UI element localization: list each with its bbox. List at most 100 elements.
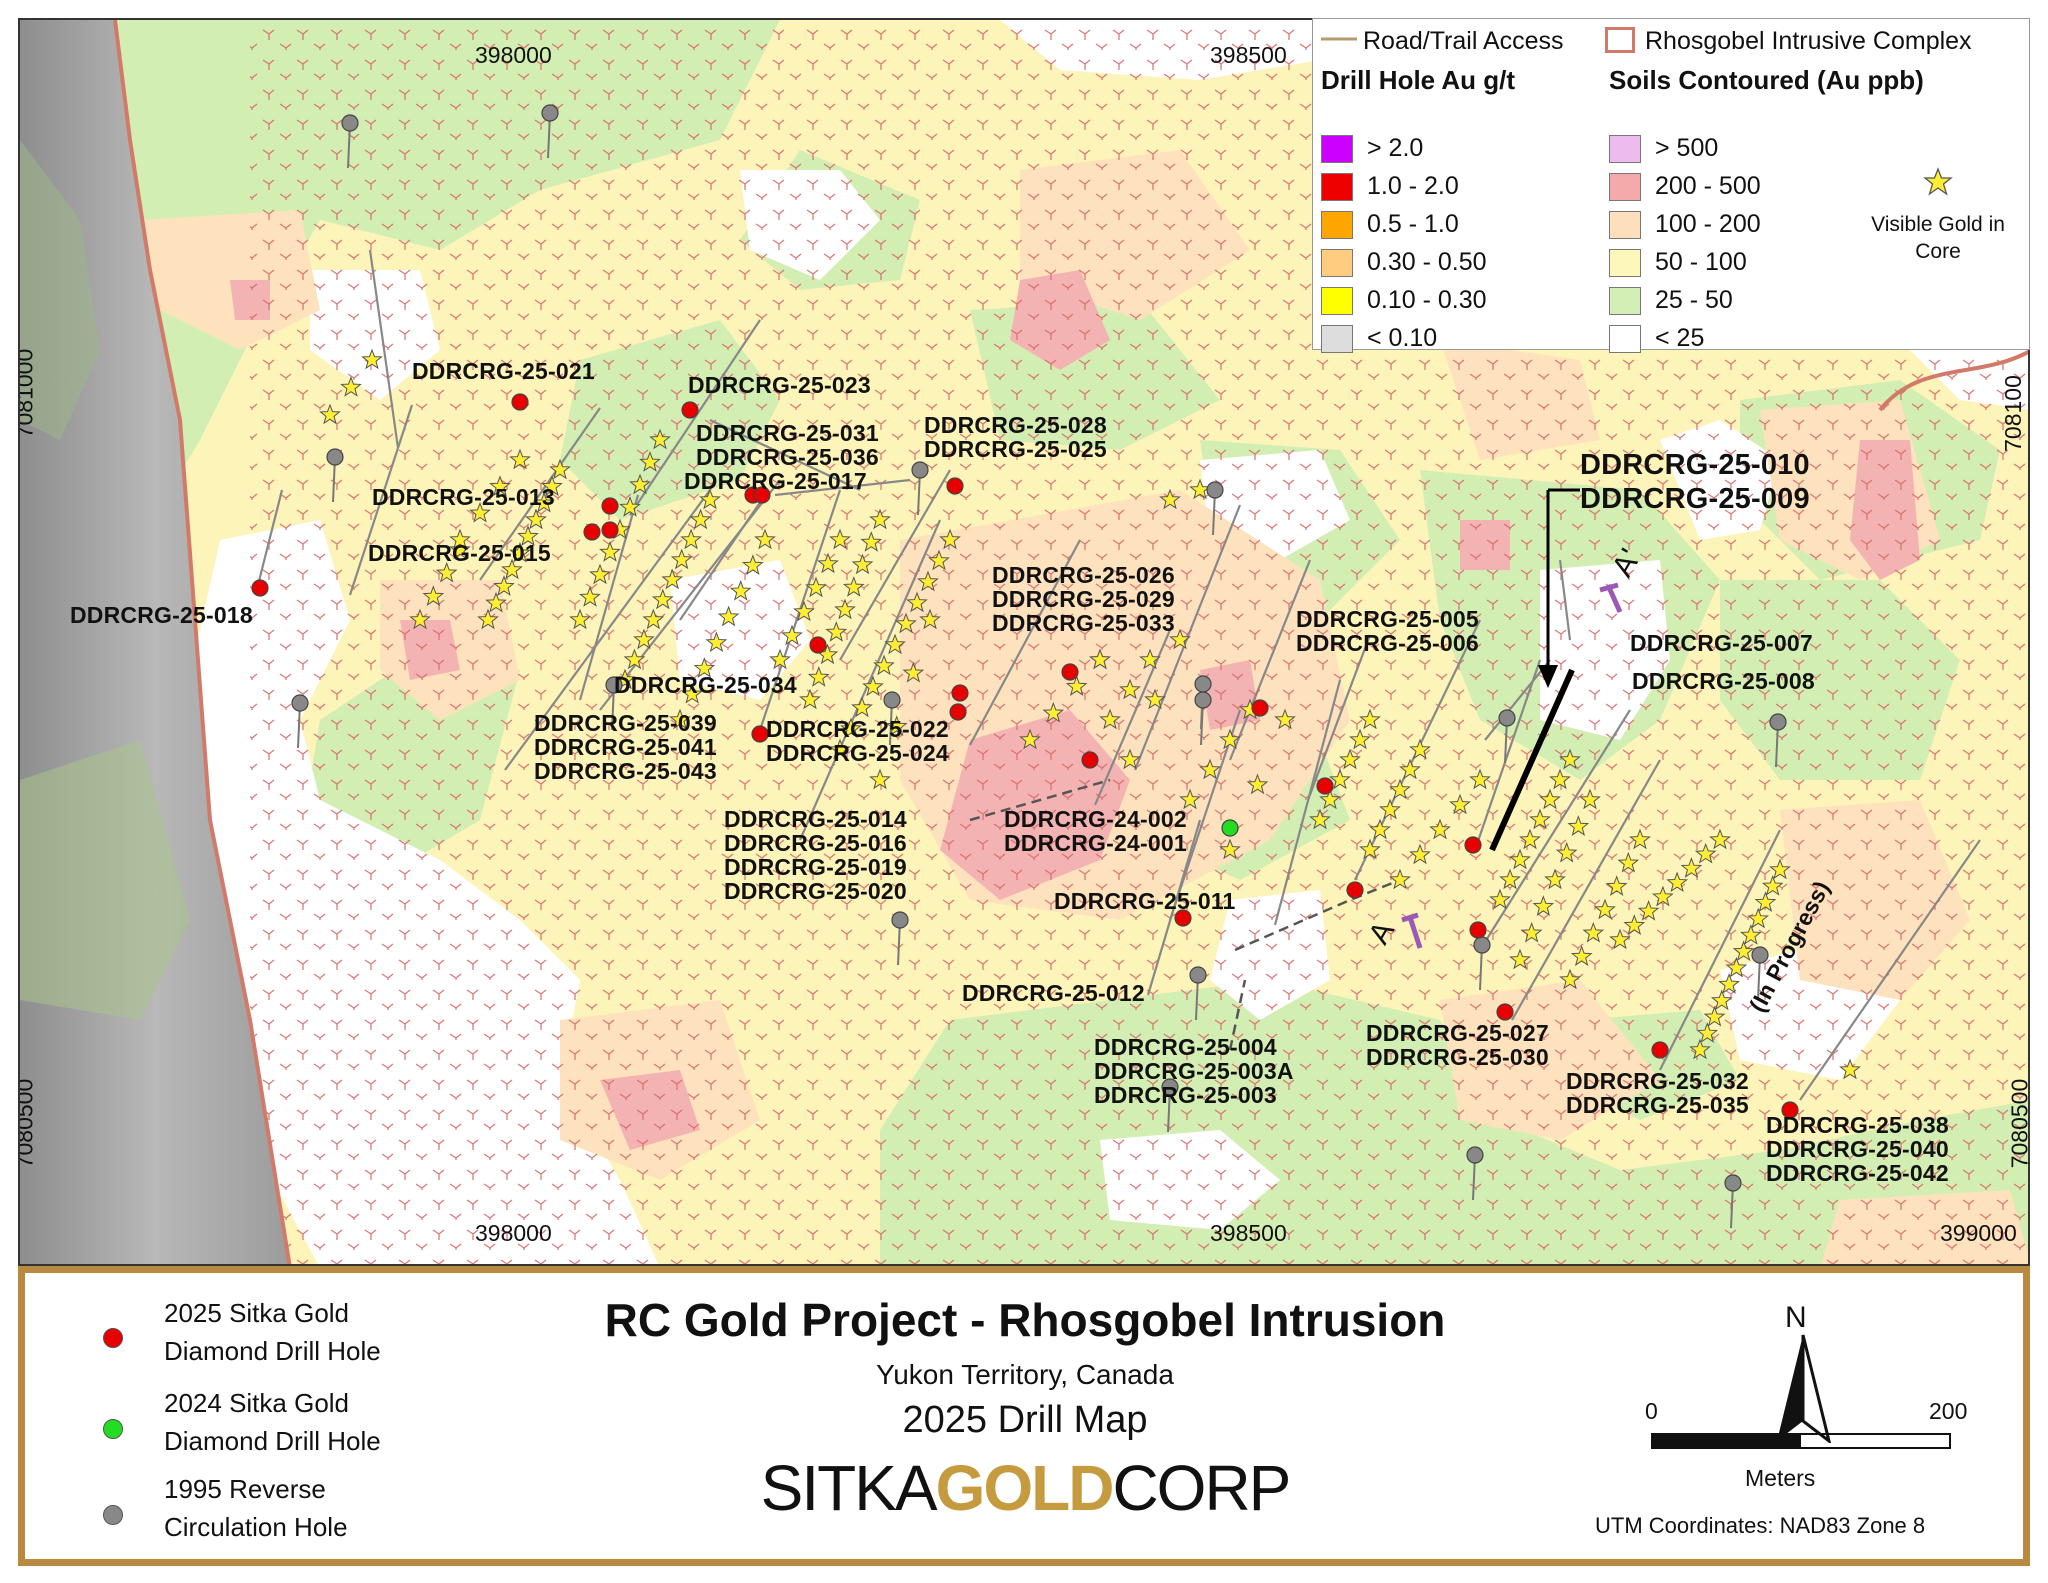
visible-gold-star: [619, 496, 641, 517]
visible-gold-star: [873, 654, 895, 676]
rc-1995-collar: [1194, 691, 1212, 709]
hole-label: DDRCRG-25-017: [684, 468, 867, 494]
rc-1995-collar: [1751, 946, 1769, 964]
soil-class-label: 50 - 100: [1655, 248, 1747, 276]
visible-gold-star: [1089, 648, 1111, 670]
drill-2025-collar: [1496, 1003, 1514, 1021]
coord-right-708100: 708100: [1999, 375, 2026, 452]
visible-gold-star: [1582, 921, 1605, 943]
hillshade-soil-tint-2: [20, 740, 190, 1020]
visible-gold-star: [1219, 728, 1241, 750]
coord-left-7080500: 7080500: [18, 1078, 38, 1169]
road-trail-access: [969, 778, 1401, 1051]
drill-2025-collar: [1174, 909, 1192, 927]
rc-1995-collar: [1161, 1078, 1179, 1096]
logo-gold: GOLD: [935, 1452, 1115, 1524]
visible-gold-star: [1509, 948, 1531, 970]
hole-label: DDRCRG-25-027: [1366, 1020, 1549, 1046]
visible-gold-star: [1559, 968, 1581, 990]
drill-class-swatch: [1321, 173, 1353, 201]
section-line-a-aprime: [1401, 582, 1623, 949]
visible-gold-star: [633, 628, 655, 650]
map-title: RC Gold Project - Rhosgobel Intrusion: [604, 1294, 1446, 1346]
visible-gold-star: [1529, 808, 1551, 830]
visible-gold-star: [422, 585, 445, 606]
drill-class-label: < 0.10: [1367, 324, 1438, 352]
hole-label: DDRCRG-25-010: [1580, 449, 1810, 481]
visible-gold-star: [939, 528, 961, 550]
drill-trace: [1659, 829, 1781, 1071]
legend-2025-line1: 2025 Sitka Gold: [164, 1298, 350, 1328]
hole-label: DDRCRG-25-042: [1766, 1160, 1949, 1186]
drill-class-swatch: [1321, 211, 1353, 239]
soil-class-label: > 500: [1655, 134, 1719, 162]
legend-2025-line2: Diamond Drill Hole: [164, 1336, 381, 1366]
drill-2025-collar: [1651, 1041, 1669, 1059]
visible-gold-star: [1559, 748, 1581, 770]
drill-2025-collar: [1464, 836, 1482, 854]
visible-gold-star: [669, 708, 691, 730]
drill-2025-collar: [809, 636, 827, 654]
visible-gold-star: [869, 768, 891, 790]
visible-gold-star: [649, 428, 671, 450]
visible-gold-star: [1532, 895, 1555, 916]
visible-gold-star: [1732, 940, 1755, 962]
drill-class-label: > 2.0: [1367, 134, 1424, 162]
drill-trace: [1228, 559, 1312, 761]
drill-2025-collar: [251, 579, 269, 597]
visible-gold-star: [1555, 841, 1578, 863]
legend-1995-line1: 1995 Reverse: [164, 1474, 326, 1504]
drill-trace: [1558, 559, 1572, 641]
intrusive-legend-label: Rhosgobel Intrusive Complex: [1645, 27, 1972, 55]
rc-1995-collar: [891, 911, 909, 929]
visible-gold-star: [902, 661, 925, 683]
visible-gold-star: [1169, 628, 1191, 650]
visible-gold-star: [1579, 788, 1601, 810]
intrusive-boundary-west: [113, 20, 292, 1264]
visible-gold-star: [919, 608, 941, 630]
visible-gold-star: [1199, 758, 1221, 780]
drill-2025-collar: [951, 684, 969, 702]
rc-1995-collar: [541, 104, 559, 122]
scale-bar: [1651, 1433, 1951, 1449]
legend-2024-dot: [103, 1419, 123, 1439]
visible-gold-star: [509, 448, 531, 470]
visible-gold-star: [1139, 648, 1161, 670]
rc-1995-collar: [1189, 966, 1207, 984]
visible-gold-star: [485, 591, 507, 613]
visible-gold-star: [717, 605, 740, 627]
hole-label: DDRCRG-25-019: [724, 854, 907, 880]
visible-gold-star: [670, 548, 693, 570]
drill-legend-heading: Drill Hole Au g/t: [1321, 65, 1516, 95]
visible-gold-star: [928, 549, 950, 571]
hole-label: DDRCRG-25-040: [1766, 1136, 1949, 1162]
visible-gold-star: [1570, 945, 1593, 966]
visible-gold-star: [1469, 768, 1491, 790]
visible-gold-star: [1246, 773, 1269, 795]
visible-gold-star: [1680, 857, 1703, 878]
visible-gold-star: [1605, 875, 1628, 896]
visible-gold-star: [860, 531, 883, 552]
visible-gold-star: [1274, 708, 1296, 730]
visible-gold-star: [651, 588, 674, 610]
visible-gold-star: [493, 575, 515, 596]
drill-trace: [348, 404, 414, 596]
hole-label: DDRCRG-25-031: [696, 420, 879, 446]
visible-gold-star: [829, 738, 851, 760]
drill-class-label: 0.5 - 1.0: [1367, 210, 1459, 238]
visible-gold-star: [840, 717, 862, 739]
rc-1995-collar: [1194, 675, 1212, 693]
visible-gold-star: [895, 612, 917, 634]
visible-gold-star: [361, 348, 383, 370]
hole-label: DDRCRG-25-007: [1630, 630, 1813, 656]
visible-gold-star: [817, 552, 839, 574]
hole-label: DDRCRG-25-004: [1094, 1034, 1277, 1060]
drill-trace: [1511, 759, 1661, 1021]
visible-gold-star: [884, 633, 906, 655]
visible-gold-star: [549, 458, 571, 480]
hole-label: DDRCRG-25-026: [992, 562, 1175, 588]
visible-gold-star: [741, 554, 764, 575]
soils-legend-heading: Soils Contoured (Au ppb): [1609, 65, 1924, 95]
visible-gold-star: [1709, 828, 1731, 850]
visible-gold-star: [807, 666, 830, 687]
